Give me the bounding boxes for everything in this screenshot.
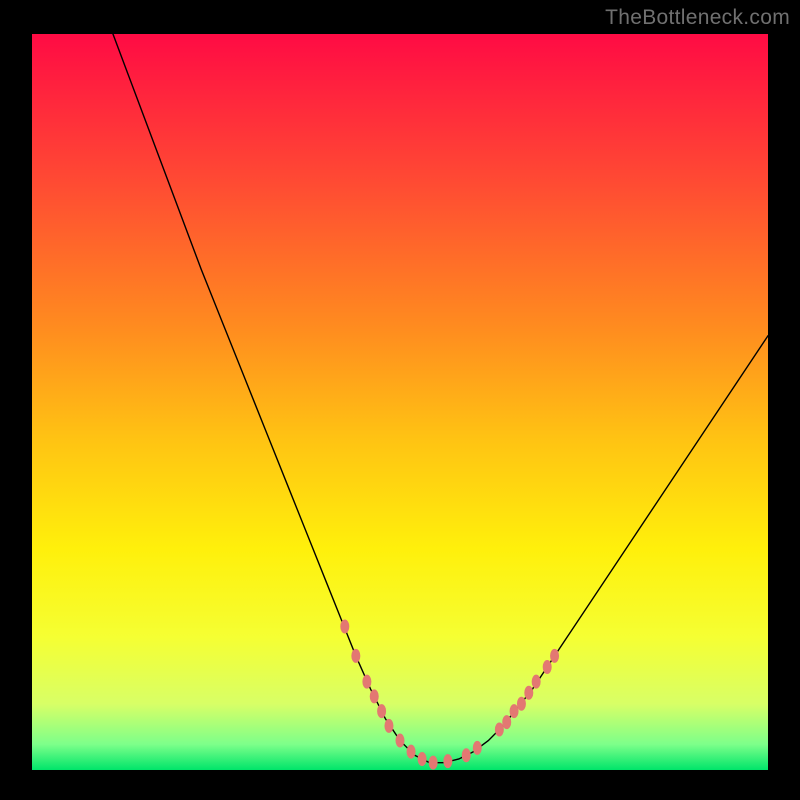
marker-point: [429, 756, 437, 769]
marker-point: [352, 649, 360, 662]
watermark-text: TheBottleneck.com: [605, 6, 790, 30]
marker-point: [378, 705, 386, 718]
marker-point: [444, 755, 452, 768]
marker-point: [510, 705, 518, 718]
marker-point: [462, 749, 470, 762]
marker-point: [532, 675, 540, 688]
chart-plot-area: [32, 34, 768, 770]
marker-point: [503, 716, 511, 729]
marker-point: [551, 649, 559, 662]
marker-point: [418, 752, 426, 765]
marker-point: [543, 660, 551, 673]
marker-point: [407, 745, 415, 758]
marker-point: [517, 697, 525, 710]
marker-point: [370, 690, 378, 703]
marker-point: [363, 675, 371, 688]
marker-point: [473, 741, 481, 754]
marker-point: [385, 719, 393, 732]
marker-point: [525, 686, 533, 699]
marker-point: [341, 620, 349, 633]
marker-point: [396, 734, 404, 747]
chart-svg: [32, 34, 768, 770]
marker-point: [495, 723, 503, 736]
